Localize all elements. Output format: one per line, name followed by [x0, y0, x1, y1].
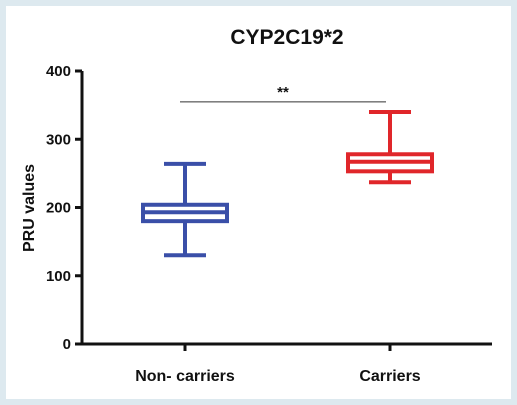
- axes: 0 100 200 300 400 Non- carriers Carriers: [46, 63, 492, 385]
- boxes: [141, 109, 434, 258]
- y-tick-label: 400: [46, 63, 71, 80]
- significance-label: **: [277, 84, 289, 101]
- y-axis-title: PRU values: [21, 164, 38, 252]
- x-category-label: Non- carriers: [135, 368, 235, 385]
- box-group: [346, 109, 434, 185]
- y-tick-label: 300: [46, 131, 71, 148]
- y-tick-label: 200: [46, 200, 71, 217]
- x-category-label: Carriers: [359, 368, 420, 385]
- chart-title: CYP2C19*2: [230, 26, 343, 49]
- significance-annotation: **: [180, 84, 386, 103]
- box-group: [141, 161, 229, 258]
- y-tick-label: 100: [46, 268, 71, 285]
- figure-panel: [6, 6, 511, 399]
- y-tick-label: 0: [63, 336, 71, 353]
